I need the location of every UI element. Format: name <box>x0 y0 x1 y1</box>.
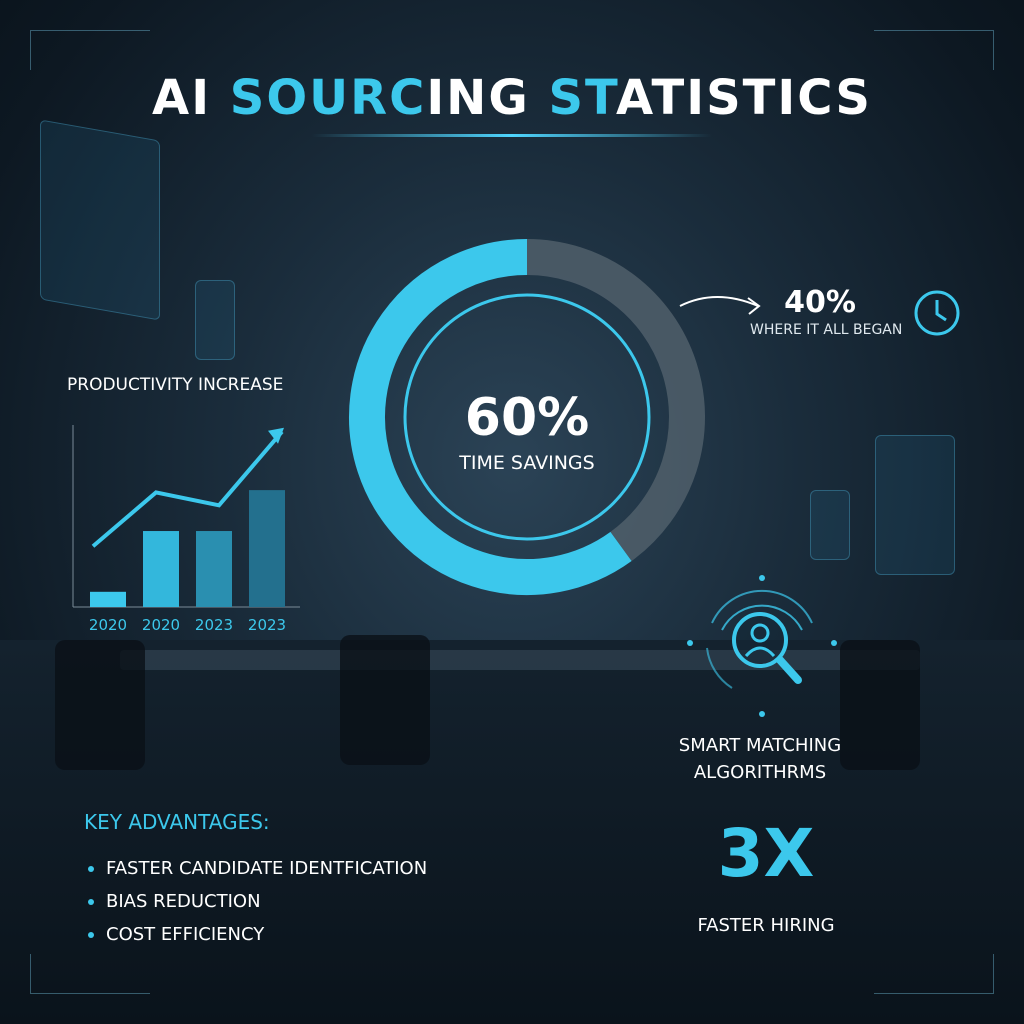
donut-center-label: TIME SAVINGS <box>459 452 595 474</box>
background-screen <box>40 119 160 321</box>
bar <box>249 490 285 607</box>
title-part: ATISTICS <box>616 70 872 126</box>
background-screen <box>810 490 850 560</box>
advantages-list: FASTER CANDIDATE IDENTFICATION BIAS REDUC… <box>88 852 427 951</box>
advantage-text: COST EFFICIENCY <box>106 924 265 945</box>
smart-matching-line1: SMART MATCHING <box>678 735 842 756</box>
advantage-item: BIAS REDUCTION <box>88 885 427 918</box>
stat-40-label: WHERE IT ALL BEGAN <box>750 322 903 338</box>
corner-frame <box>874 30 994 70</box>
trend-arrow-head <box>268 427 284 444</box>
title-part: ING <box>426 70 549 126</box>
user-search-icon <box>687 575 837 717</box>
title-underline <box>312 134 712 137</box>
bullet-icon <box>88 865 94 872</box>
background-chair <box>55 640 145 770</box>
bullet-icon <box>88 898 94 905</box>
background-screen <box>195 280 235 360</box>
faster-label: FASTER HIRING <box>697 915 835 936</box>
title-part: ST <box>548 70 617 126</box>
trend-line <box>91 430 284 548</box>
page-title: AI SOURCING STATISTICS <box>0 70 1024 126</box>
clock-icon <box>914 290 960 336</box>
donut-center-value: 60% <box>464 388 590 448</box>
bar <box>90 591 126 607</box>
stat-40-value: 40% <box>784 285 856 320</box>
advantage-item: COST EFFICIENCY <box>88 918 427 951</box>
bar <box>143 531 179 607</box>
bullet-icon <box>88 931 94 938</box>
title-part: SOURC <box>229 70 427 126</box>
bar <box>196 531 232 607</box>
background-chair <box>840 640 920 770</box>
background-chair <box>340 635 430 765</box>
smart-matching-line2: ALGORITHRMS <box>693 762 827 783</box>
x-tick-label: 2023 <box>248 616 286 634</box>
advantage-item: FASTER CANDIDATE IDENTFICATION <box>88 852 427 885</box>
faster-value: 3X <box>717 815 815 892</box>
advantages-heading: KEY ADVANTAGES: <box>84 810 270 834</box>
x-tick-label: 2020 <box>89 616 127 634</box>
x-tick-label: 2020 <box>142 616 180 634</box>
advantage-text: FASTER CANDIDATE IDENTFICATION <box>106 858 428 879</box>
title-part: AI <box>152 70 230 126</box>
corner-frame <box>30 954 150 994</box>
corner-frame <box>874 954 994 994</box>
background-table <box>120 650 920 670</box>
background-screen <box>875 435 955 575</box>
x-tick-label: 2023 <box>195 616 233 634</box>
corner-frame <box>30 30 150 70</box>
bar-chart-title: PRODUCTIVITY INCREASE <box>67 375 284 395</box>
advantage-text: BIAS REDUCTION <box>106 891 261 912</box>
